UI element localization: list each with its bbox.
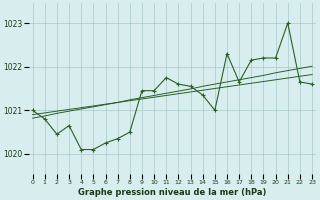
X-axis label: Graphe pression niveau de la mer (hPa): Graphe pression niveau de la mer (hPa) (78, 188, 267, 197)
